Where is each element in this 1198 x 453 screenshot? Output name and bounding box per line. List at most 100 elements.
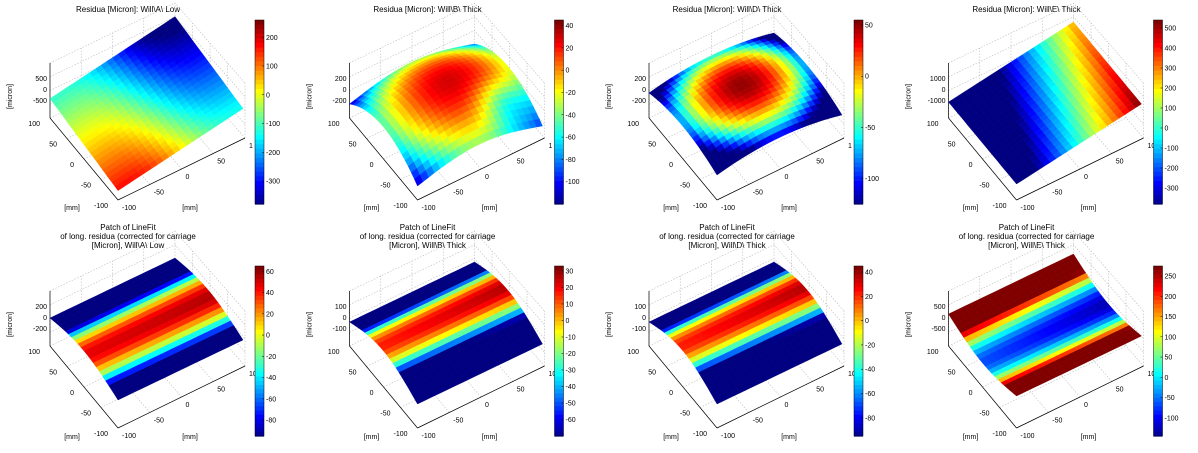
colorbar-segment xyxy=(255,153,264,159)
colorbar-segment xyxy=(255,304,264,310)
colorbar-segment xyxy=(255,410,264,416)
colorbar-tick-label: 0 xyxy=(266,92,270,99)
colorbar-segment xyxy=(255,70,264,76)
colorbar-segment xyxy=(554,70,564,76)
y-axis-line xyxy=(117,365,246,429)
y-tick-label: -50 xyxy=(1052,418,1062,425)
z-tick-label: -100 xyxy=(332,326,346,333)
colorbar-tick-label: -100 xyxy=(865,176,879,183)
colorbar-segment xyxy=(1153,43,1163,49)
colorbar-segment xyxy=(854,199,863,205)
z-tick-label: -500 xyxy=(33,98,47,105)
colorbar-segment xyxy=(854,181,863,187)
colorbar-segment xyxy=(554,61,564,67)
colorbar-segment xyxy=(1153,89,1163,95)
colorbar-segment xyxy=(854,93,863,99)
colorbar-tick-label: 20 xyxy=(266,311,274,318)
y-tick-label: -50 xyxy=(753,418,763,425)
colorbar-tick-label: 30 xyxy=(566,268,574,275)
colorbar-segment xyxy=(255,162,264,168)
z-axis-label: [micron] xyxy=(606,312,613,337)
colorbar-segment xyxy=(554,199,564,205)
y-tick-label: 50 xyxy=(517,159,525,166)
z-tick-label: -100 xyxy=(632,326,646,333)
colorbar-segment xyxy=(554,185,564,191)
x-tick-label: 100 xyxy=(28,349,40,356)
colorbar-tick-label: -50 xyxy=(865,125,875,132)
x-axis-line xyxy=(648,345,718,429)
z-tick-label: 200 xyxy=(634,76,646,83)
x-tick-label: -50 xyxy=(380,183,390,190)
colorbar-segment xyxy=(1153,372,1163,378)
z-axis-label: [micron] xyxy=(307,312,314,337)
y-tick-label: -50 xyxy=(753,190,763,197)
x-tick-label: 100 xyxy=(328,349,340,356)
z-tick-label: 200 xyxy=(35,304,47,311)
colorbar-segment xyxy=(554,431,564,437)
chart-title-line: of long. residua (corrected for carriage xyxy=(959,232,1095,241)
axes-top-frame xyxy=(948,2,1144,84)
colorbar-segment xyxy=(1153,359,1163,365)
colorbar-segment xyxy=(255,84,264,90)
chart-title-line: of long. residua (corrected for carriage xyxy=(659,232,795,241)
colorbar-segment xyxy=(854,135,863,141)
x-axis-line xyxy=(49,345,119,429)
colorbar-segment xyxy=(1153,139,1163,145)
y-tick-label: 0 xyxy=(485,174,489,181)
colorbar-segment xyxy=(1153,107,1163,113)
y-tick-label: -100 xyxy=(1021,205,1035,212)
colorbar-segment xyxy=(554,33,564,39)
colorbar-segment xyxy=(1153,52,1163,58)
surface-patch xyxy=(233,104,244,113)
colorbar-segment xyxy=(1153,162,1163,168)
colorbar-tick-label: 100 xyxy=(1165,106,1177,113)
colorbar-segment xyxy=(554,389,564,395)
colorbar-segment xyxy=(255,144,264,150)
colorbar-segment xyxy=(255,47,264,53)
colorbar-segment xyxy=(255,148,264,154)
colorbar-segment xyxy=(255,61,264,67)
z-tick-label: -200 xyxy=(332,98,346,105)
colorbar-segment xyxy=(554,368,564,373)
colorbar-segment xyxy=(1153,61,1163,67)
colorbar-segment xyxy=(554,278,564,284)
colorbar-segment xyxy=(255,112,264,118)
colorbar-segment xyxy=(854,162,863,168)
colorbar-segment xyxy=(854,144,863,150)
colorbar-segment xyxy=(554,325,564,331)
colorbar-segment xyxy=(554,266,564,271)
colorbar-segment xyxy=(854,47,863,53)
colorbar-segment xyxy=(854,368,863,373)
colorbar-segment xyxy=(255,29,264,35)
colorbar-segment xyxy=(1153,312,1163,318)
colorbar-segment xyxy=(554,338,564,344)
colorbar-segment xyxy=(1153,283,1163,288)
colorbar-segment xyxy=(1153,38,1163,44)
chart-title-line: Patch of LineFit xyxy=(100,223,156,232)
colorbar-segment xyxy=(1153,321,1163,327)
colorbar-tick-label: -60 xyxy=(566,417,576,424)
colorbar-segment xyxy=(1153,363,1163,369)
z-tick-label: -200 xyxy=(33,326,47,333)
y-axis-line xyxy=(716,137,845,201)
colorbar-segment xyxy=(255,24,264,30)
colorbar-segment xyxy=(255,181,264,187)
colorbar-segment xyxy=(1153,75,1163,81)
colorbar-segment xyxy=(1153,102,1163,108)
colorbar-segment xyxy=(255,406,264,412)
colorbar-segment xyxy=(554,329,564,335)
colorbar-segment xyxy=(554,406,564,412)
colorbar-segment xyxy=(1153,116,1163,122)
colorbar-segment xyxy=(1153,270,1163,276)
colorbar-segment xyxy=(554,402,564,407)
colorbar-segment xyxy=(554,283,564,288)
colorbar-segment xyxy=(255,283,264,288)
surface xyxy=(948,21,1142,185)
colorbar-segment xyxy=(1153,402,1163,407)
colorbar-tick-label: 0 xyxy=(1165,375,1169,382)
z-tick-label: 500 xyxy=(934,304,946,311)
colorbar-segment xyxy=(1153,29,1163,35)
chart-panel-3: Residua [Micron]: Will\D\ Thick2000-200[… xyxy=(606,2,879,212)
chart-title: Residua [Micron]: Will\D\ Thick xyxy=(673,5,783,14)
y-tick-label: -50 xyxy=(154,418,164,425)
